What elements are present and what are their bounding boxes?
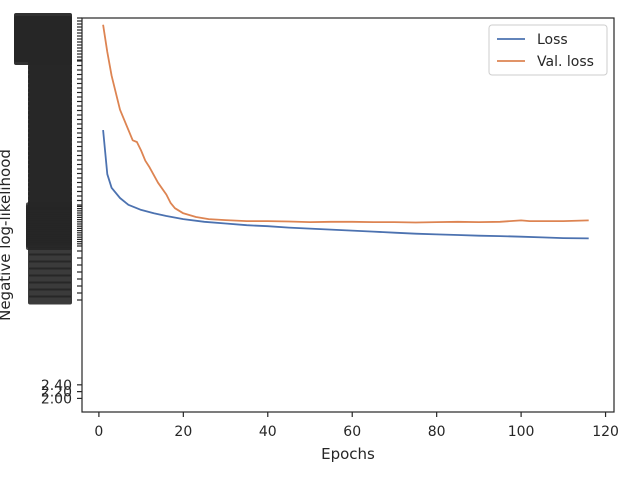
y-tick-label-overlap (28, 288, 72, 298)
x-tick-label: 80 (428, 424, 446, 440)
y-tick-label-overlap (28, 274, 72, 284)
y-tick-artifacts (14, 13, 82, 305)
y-tick-label: 2.40 (41, 378, 72, 394)
series-line-0 (102, 130, 589, 240)
y-tick-label-overlap (28, 295, 72, 305)
y-tick-label-overlap (28, 281, 72, 291)
legend: Loss Val. loss (488, 24, 608, 76)
y-tick-label: 2.20 (41, 385, 72, 401)
x-ticks: 0 20 40 60 80 100 120 (94, 412, 619, 440)
x-tick-label: 120 (592, 424, 619, 440)
x-tick-label: 100 (508, 424, 535, 440)
y-tick-label-overlap (14, 13, 72, 23)
y-tick-label-overlap (28, 253, 72, 263)
x-axis-label: Epochs (321, 445, 375, 463)
y-axis-label: Negative log-likelihood (0, 149, 14, 321)
y-tick-label: 2.00 (41, 391, 72, 407)
y-ticks: 2.002.202.40 (41, 378, 82, 407)
x-tick-label: 0 (94, 424, 103, 440)
legend-label: Val. loss (537, 54, 594, 70)
y-tick-label-overlap (28, 267, 72, 277)
x-tick-label: 40 (259, 424, 277, 440)
series-lines (102, 24, 589, 240)
x-tick-label: 20 (174, 424, 192, 440)
legend-box (488, 24, 608, 76)
legend-label: Loss (537, 32, 568, 48)
x-tick-label: 60 (343, 424, 361, 440)
plot-frame (81, 17, 615, 413)
series-line-1 (102, 24, 589, 224)
y-tick-label-overlap (28, 260, 72, 270)
